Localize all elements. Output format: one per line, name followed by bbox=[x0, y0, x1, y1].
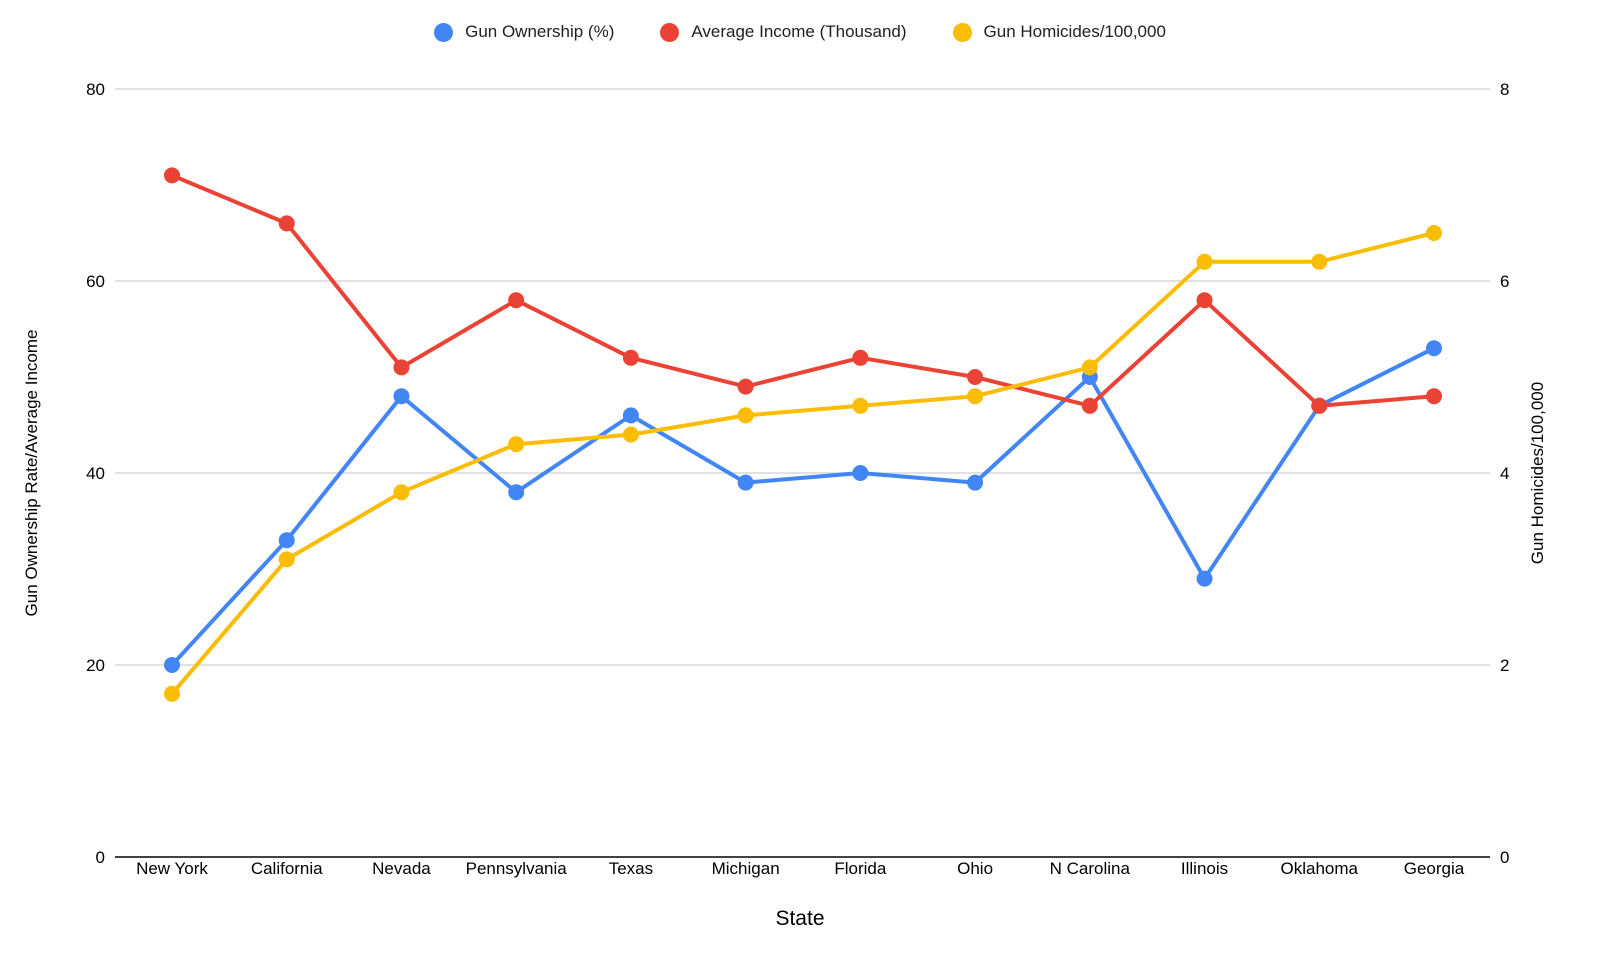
data-point[interactable] bbox=[622, 407, 639, 424]
data-point[interactable] bbox=[967, 388, 984, 405]
right-axis-tick-label: 4 bbox=[1500, 464, 1509, 483]
left-axis-tick-label: 40 bbox=[86, 464, 105, 483]
grid-layer bbox=[115, 88, 1490, 858]
data-point[interactable] bbox=[1311, 397, 1328, 414]
data-point[interactable] bbox=[278, 551, 295, 568]
x-axis-title: State bbox=[775, 907, 824, 930]
data-point[interactable] bbox=[1311, 253, 1328, 270]
legend-item-average-income[interactable]: Average Income (Thousand) bbox=[660, 22, 907, 42]
legend-item-gun-homicides[interactable]: Gun Homicides/100,000 bbox=[952, 22, 1166, 42]
data-point[interactable] bbox=[852, 397, 869, 414]
left-axis-title: Gun Ownership Rate/Average Income bbox=[22, 330, 41, 617]
data-point[interactable] bbox=[508, 484, 525, 501]
left-axis-tick-label: 20 bbox=[86, 656, 105, 675]
data-point[interactable] bbox=[737, 474, 754, 491]
data-point[interactable] bbox=[852, 349, 869, 366]
right-axis-tick-label: 2 bbox=[1500, 656, 1509, 675]
data-point[interactable] bbox=[622, 426, 639, 443]
right-axis-tick-label: 6 bbox=[1500, 272, 1509, 291]
data-point[interactable] bbox=[393, 359, 410, 376]
data-point[interactable] bbox=[1426, 388, 1442, 405]
data-point[interactable] bbox=[1196, 570, 1213, 587]
data-point[interactable] bbox=[1426, 225, 1442, 241]
data-point[interactable] bbox=[1081, 397, 1098, 414]
data-point[interactable] bbox=[278, 215, 295, 232]
x-category-label: Georgia bbox=[1404, 859, 1465, 878]
legend-dot-gun-ownership-icon bbox=[434, 22, 454, 42]
data-point[interactable] bbox=[967, 474, 984, 491]
right-axis-tick-label: 8 bbox=[1500, 80, 1509, 99]
data-point[interactable] bbox=[508, 292, 525, 309]
x-category-label: Illinois bbox=[1181, 859, 1228, 878]
chart-legend: Gun Ownership (%) Average Income (Thousa… bbox=[0, 22, 1600, 42]
series-line bbox=[170, 173, 1436, 408]
data-point[interactable] bbox=[164, 167, 180, 184]
x-category-label: Oklahoma bbox=[1281, 859, 1359, 878]
data-point[interactable] bbox=[1426, 340, 1442, 357]
x-category-label: Pennsylvania bbox=[466, 859, 568, 878]
data-point[interactable] bbox=[1196, 253, 1213, 270]
data-point[interactable] bbox=[278, 532, 295, 549]
x-category-label: New York bbox=[136, 859, 208, 878]
x-category-label: Florida bbox=[834, 859, 887, 878]
x-category-label: California bbox=[251, 859, 323, 878]
data-point[interactable] bbox=[393, 388, 410, 405]
data-point[interactable] bbox=[164, 657, 180, 673]
x-category-label: N Carolina bbox=[1050, 859, 1131, 878]
data-point[interactable] bbox=[852, 465, 869, 481]
series-layer bbox=[164, 167, 1442, 702]
x-category-label: Michigan bbox=[712, 859, 780, 878]
right-axis-title: Gun Homicides/100,000 bbox=[1528, 382, 1547, 564]
data-point[interactable] bbox=[508, 436, 525, 453]
data-point[interactable] bbox=[622, 349, 639, 366]
data-point[interactable] bbox=[737, 407, 754, 424]
right-axis-tick-label: 0 bbox=[1500, 848, 1509, 867]
x-category-label: Texas bbox=[609, 859, 653, 878]
legend-label-average-income: Average Income (Thousand) bbox=[691, 22, 907, 41]
legend-label-gun-ownership: Gun Ownership (%) bbox=[465, 22, 615, 41]
legend-label-gun-homicides: Gun Homicides/100,000 bbox=[983, 22, 1166, 41]
left-axis-tick-label: 0 bbox=[96, 848, 105, 867]
x-category-label: Nevada bbox=[372, 859, 431, 878]
data-point[interactable] bbox=[737, 378, 754, 395]
legend-dot-gun-homicides-icon bbox=[952, 22, 972, 42]
left-axis-tick-label: 60 bbox=[86, 272, 105, 291]
data-point[interactable] bbox=[164, 685, 180, 702]
legend-dot-average-income-icon bbox=[660, 22, 680, 42]
series-line bbox=[170, 231, 1436, 696]
data-point[interactable] bbox=[967, 369, 984, 385]
tick-layer: 0 0 20 2 40 4 60 6 80 8 New York California Nevada Pe… bbox=[86, 80, 1509, 878]
data-point[interactable] bbox=[1081, 359, 1098, 376]
x-category-label: Ohio bbox=[957, 859, 993, 878]
left-axis-tick-label: 80 bbox=[86, 80, 105, 99]
series-line bbox=[170, 346, 1436, 667]
data-point[interactable] bbox=[1196, 292, 1213, 309]
legend-item-gun-ownership[interactable]: Gun Ownership (%) bbox=[434, 22, 614, 42]
data-point[interactable] bbox=[393, 484, 410, 501]
